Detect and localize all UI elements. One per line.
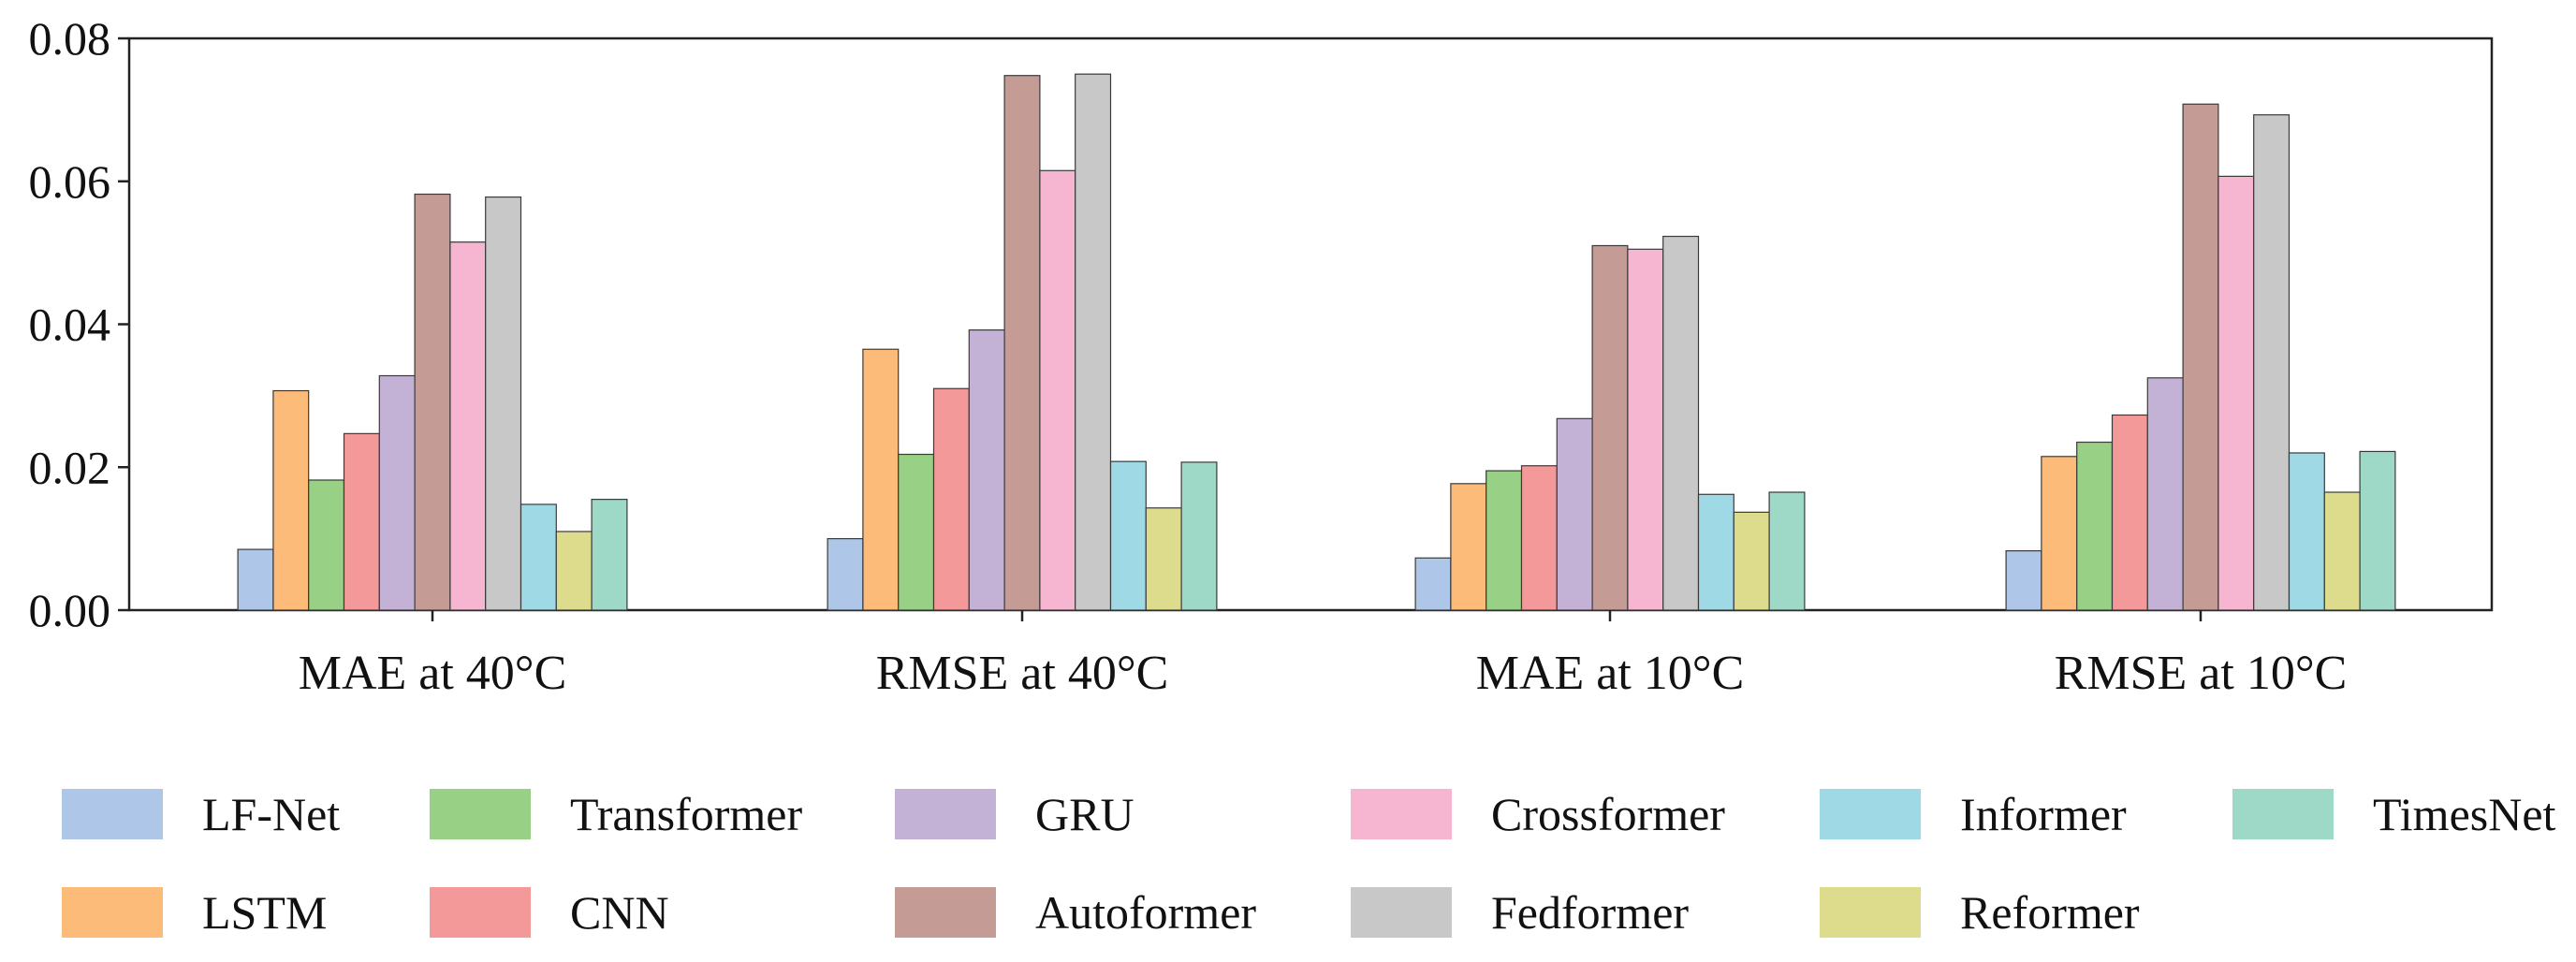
legend-label-lstm: LSTM [202,886,327,939]
bar-gru-2 [1556,417,1593,611]
legend-label-gru: GRU [1035,788,1134,840]
legend-swatch-cnn [430,887,531,938]
bar-reformer-1 [1145,507,1182,611]
bar-informer-2 [1697,493,1734,611]
legend-label-crossformer: Crossformer [1491,788,1725,840]
bar-informer-0 [520,503,557,611]
y-tick-label: 0.06 [29,155,111,208]
legend-swatch-autoformer [895,887,996,938]
x-tick-label: RMSE at 10°C [2055,647,2348,700]
legend-label-fedformer: Fedformer [1491,886,1689,939]
bar-lstm-1 [862,348,900,611]
bar-crossformer-0 [449,241,487,611]
bar-lf-net-0 [237,548,274,611]
bar-crossformer-2 [1627,248,1664,611]
bar-cnn-3 [2111,414,2148,611]
bars-layer [237,73,2396,611]
legend-swatch-lstm [62,887,163,938]
legend-swatch-lf-net [62,789,163,839]
legend-label-lf-net: LF-Net [202,788,340,840]
bar-crossformer-3 [2217,175,2255,611]
x-axis: MAE at 40°C RMSE at 40°C MAE at 10°C RMSE a… [299,610,2348,700]
legend-swatch-transformer [430,789,531,839]
bar-fedformer-1 [1075,73,1112,611]
bar-transformer-0 [308,479,345,611]
legend-label-autoformer: Autoformer [1035,886,1256,939]
bar-cnn-0 [343,432,380,611]
bar-autoformer-3 [2182,103,2219,611]
bar-crossformer-1 [1039,169,1076,611]
y-tick-label: 0.00 [29,584,111,636]
bar-autoformer-1 [1003,75,1041,611]
bar-transformer-2 [1486,470,1523,611]
legend-label-informer: Informer [1960,788,2127,840]
legend-swatch-reformer [1820,887,1921,938]
legend-swatch-fedformer [1351,887,1452,938]
x-tick-label: RMSE at 40°C [876,647,1169,700]
x-tick-label: MAE at 10°C [1476,647,1745,700]
bar-timesnet-0 [591,499,628,611]
bar-cnn-2 [1520,465,1558,611]
legend-label-reformer: Reformer [1960,886,2140,939]
bar-fedformer-2 [1662,235,1700,611]
bar-gru-3 [2146,377,2184,611]
y-tick-label: 0.02 [29,441,111,493]
bar-lf-net-3 [2005,550,2042,611]
y-tick-label: 0.08 [29,12,111,65]
bar-informer-3 [2288,452,2325,611]
legend-label-transformer: Transformer [570,788,802,840]
y-axis: 0.00 0.02 0.04 0.06 0.08 [29,12,129,636]
bar-transformer-1 [898,453,935,611]
bar-lstm-2 [1450,483,1487,611]
legend-swatch-timesnet [2232,789,2334,839]
legend: LF-Net LSTM Transformer CNN GRU Autoformer Cro… [62,788,2556,939]
bar-lstm-0 [272,389,310,611]
bar-gru-0 [378,374,416,611]
y-tick-label: 0.04 [29,299,111,351]
bar-lf-net-2 [1414,557,1452,611]
bar-timesnet-1 [1180,461,1218,611]
legend-swatch-informer [1820,789,1921,839]
bar-fedformer-0 [485,196,522,611]
bar-reformer-0 [555,531,593,611]
bar-timesnet-3 [2359,450,2396,611]
bar-reformer-3 [2323,491,2361,611]
x-tick-label: MAE at 40°C [299,647,567,700]
bar-informer-1 [1109,460,1147,611]
bar-lf-net-1 [827,538,864,611]
bar-autoformer-0 [414,193,451,611]
bar-cnn-1 [932,387,970,611]
bar-reformer-2 [1733,511,1770,611]
bar-fedformer-3 [2253,114,2291,611]
legend-label-timesnet: TimesNet [2373,788,2556,840]
bar-gru-1 [968,329,1005,611]
bar-lstm-3 [2041,456,2078,611]
legend-swatch-crossformer [1351,789,1452,839]
bar-timesnet-2 [1768,491,1806,611]
legend-label-cnn: CNN [570,886,669,939]
bar-transformer-3 [2076,441,2114,611]
legend-swatch-gru [895,789,996,839]
bar-autoformer-2 [1591,244,1629,611]
